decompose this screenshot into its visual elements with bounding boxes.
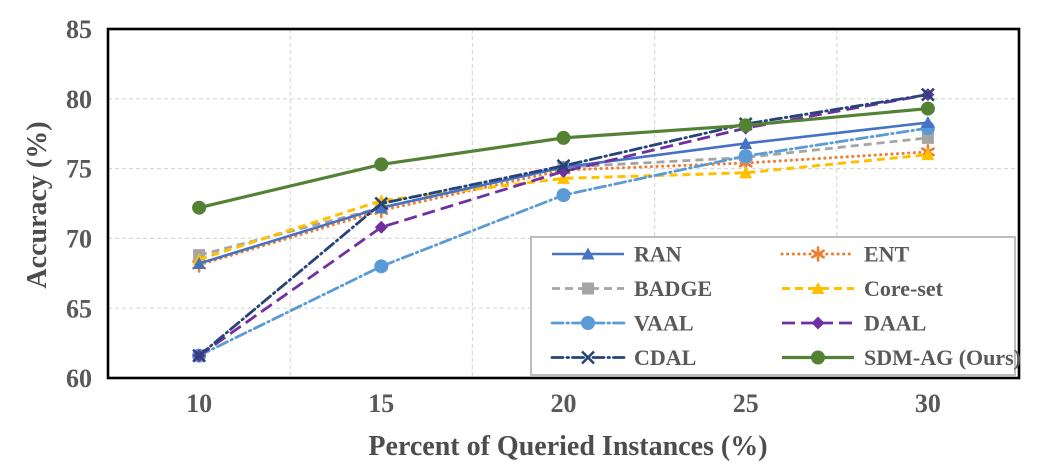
series-line-core-set: [198, 153, 929, 261]
marker-x: [581, 350, 595, 365]
legend-label-vaal: VAAL: [634, 311, 694, 336]
marker-circle: [738, 149, 753, 164]
legend-item-core-set: Core-set: [782, 276, 944, 301]
legend-item-daal: DAAL: [782, 311, 926, 336]
marker-x: [192, 348, 207, 363]
x-tick-label-25: 25: [733, 389, 759, 418]
x-tick-label-10: 10: [186, 389, 212, 418]
series-sdm-ag-ours: [192, 101, 935, 215]
x-tick-label-20: 20: [551, 389, 577, 418]
marker-circle: [920, 101, 935, 116]
marker-x-stroke: [374, 196, 389, 211]
legend-label-ran: RAN: [634, 242, 682, 267]
marker-x: [374, 196, 389, 211]
marker-square: [921, 131, 934, 144]
legend: RAN ENT BADGE Core-set VAAL DAAL CDAL SDM-AG (O…: [530, 236, 1021, 376]
marker-circle: [374, 259, 389, 274]
legend-label-sdm-ag-ours: SDM-AG (Ours): [864, 345, 1021, 370]
plot-render-layer: 60 65 70 75 80 85 10 15 20 25 30 RAN ENT BADGE Core-se…: [66, 15, 1021, 418]
marker-triangle: [921, 148, 935, 161]
y-axis-title: Accuracy (%): [22, 121, 53, 288]
marker-circle: [811, 350, 825, 365]
y-tick-label-75: 75: [66, 155, 92, 184]
marker-diamond: [811, 316, 825, 330]
marker-circle: [556, 130, 571, 145]
marker-circle: [581, 316, 595, 330]
x-axis-title: Percent of Queried Instances (%): [368, 431, 767, 462]
marker-x-stroke: [581, 350, 595, 365]
legend-label-ent: ENT: [864, 242, 910, 267]
x-tick-label-30: 30: [915, 389, 941, 418]
marker-triangle: [192, 257, 206, 270]
marker-triangle: [374, 201, 388, 214]
marker-x-stroke: [920, 87, 935, 102]
marker-square: [582, 282, 594, 295]
legend-item-ran: RAN: [552, 242, 682, 267]
marker-x: [920, 87, 935, 102]
legend-item-badge: BADGE: [552, 276, 712, 301]
series-line-cdal: [197, 93, 930, 358]
marker-triangle: [811, 282, 825, 295]
legend-item-ent: ENT: [780, 242, 910, 267]
marker-asterisk-stroke: [811, 249, 825, 259]
legend-label-cdal: CDAL: [634, 345, 696, 370]
marker-asterisk: [811, 246, 825, 262]
legend-item-vaal: VAAL: [550, 311, 694, 336]
legend-box: [530, 236, 1016, 376]
marker-x-stroke: [192, 348, 207, 363]
marker-diamond: [374, 220, 388, 234]
legend-label-badge: BADGE: [634, 276, 712, 301]
y-tick-label-60: 60: [66, 364, 92, 393]
y-tick-label-70: 70: [66, 225, 92, 254]
marker-circle: [556, 188, 571, 203]
marker-circle: [374, 157, 389, 172]
marker-circle: [738, 118, 753, 133]
marker-circle: [192, 200, 207, 215]
y-tick-label-80: 80: [66, 85, 92, 114]
series-line-badge: [198, 136, 929, 257]
legend-label-core-set: Core-set: [864, 276, 944, 301]
marker-triangle: [921, 116, 935, 129]
y-tick-label-65: 65: [66, 294, 92, 323]
marker-x-stroke: [556, 158, 571, 173]
plot-border: [106, 27, 1021, 380]
x-tick-label-15: 15: [368, 389, 394, 418]
legend-item-cdal: CDAL: [550, 345, 696, 370]
marker-x: [556, 158, 571, 173]
legend-label-daal: DAAL: [864, 311, 926, 336]
y-tick-label-85: 85: [66, 15, 92, 44]
legend-item-sdm-ag-ours: SDM-AG (Ours): [782, 345, 1021, 370]
marker-triangle: [581, 247, 595, 260]
marker-triangle: [739, 166, 753, 179]
marker-triangle: [739, 136, 753, 149]
